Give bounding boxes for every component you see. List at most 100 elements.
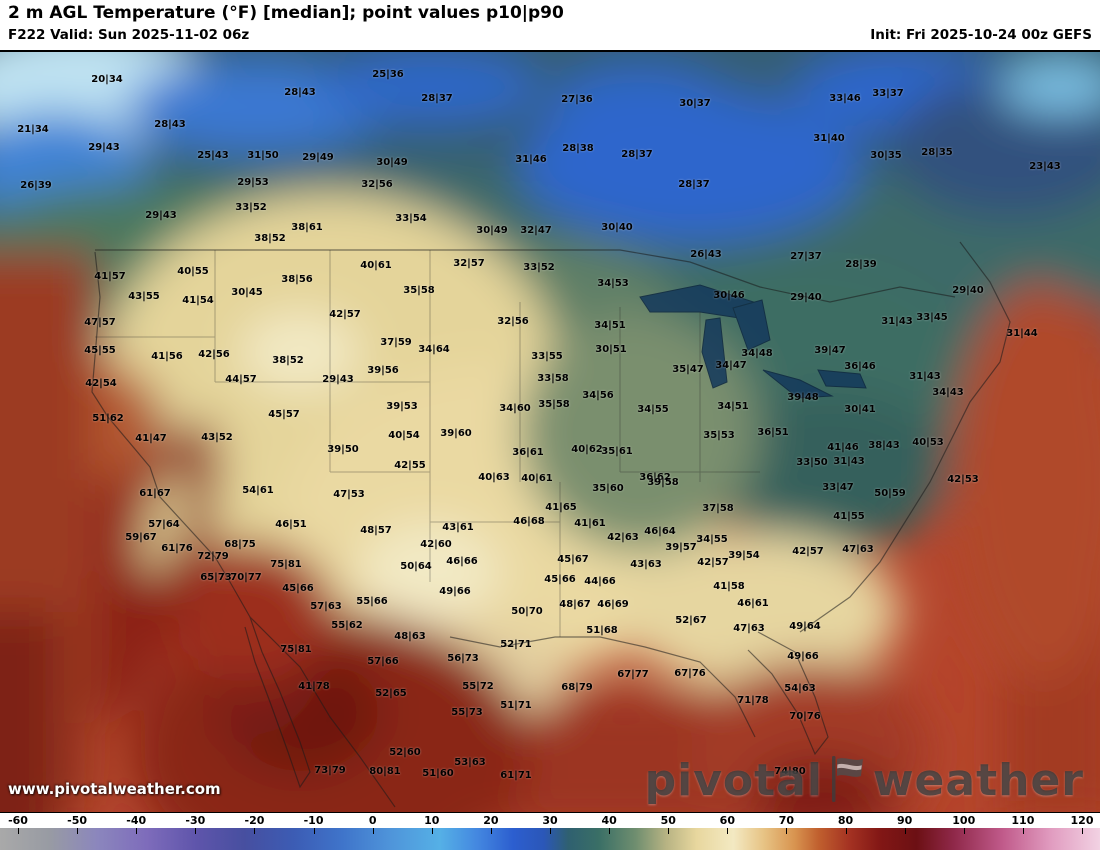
point-value: 41|46 (827, 442, 859, 453)
point-value: 35|53 (703, 430, 735, 441)
point-value: 35|47 (672, 364, 704, 375)
point-value: 41|55 (833, 511, 865, 522)
point-value: 51|71 (500, 700, 532, 711)
point-value: 31|43 (909, 371, 941, 382)
point-value: 41|61 (574, 518, 606, 529)
state-borders (95, 250, 760, 637)
point-value: 40|61 (521, 473, 553, 484)
point-value: 31|46 (515, 154, 547, 165)
point-value: 48|57 (360, 525, 392, 536)
point-value: 29|40 (790, 292, 822, 303)
point-value: 55|73 (451, 707, 483, 718)
colorbar-tick-label: 80 (837, 814, 854, 827)
colorbar-tick (1082, 828, 1083, 834)
colorbar-tick (18, 828, 19, 834)
point-value: 33|46 (829, 93, 861, 104)
point-value: 52|71 (500, 639, 532, 650)
point-value: 47|63 (842, 544, 874, 555)
point-value: 65|73 (200, 572, 232, 583)
point-value: 39|60 (440, 428, 472, 439)
point-value: 29|49 (302, 152, 334, 163)
point-value: 67|76 (674, 668, 706, 679)
map-header: 2 m AGL Temperature (°F) [median]; point… (0, 0, 1100, 52)
colorbar-tick (313, 828, 315, 834)
colorbar-tick-label: -40 (126, 814, 147, 827)
point-value: 57|64 (148, 519, 180, 530)
point-value: 33|52 (235, 202, 267, 213)
point-value: 55|66 (356, 596, 388, 607)
point-value: 42|55 (394, 460, 426, 471)
point-value: 28|35 (921, 147, 953, 158)
point-value: 43|63 (630, 559, 662, 570)
point-value: 39|56 (367, 365, 399, 376)
colorbar-gradient (0, 828, 1100, 850)
point-value: 40|54 (388, 430, 420, 441)
point-value: 38|56 (281, 274, 313, 285)
point-value: 42|56 (198, 349, 230, 360)
colorbar-tick (786, 828, 788, 834)
colorbar-tick (136, 828, 138, 834)
point-value: 30|40 (601, 222, 633, 233)
point-value: 47|57 (84, 317, 116, 328)
point-value: 70|77 (230, 572, 262, 583)
colorbar-tick-label: 90 (897, 814, 913, 827)
point-value: 37|59 (380, 337, 412, 348)
colorbar-tick-label: 20 (483, 814, 499, 827)
point-value: 43|52 (201, 432, 233, 443)
point-value: 42|57 (329, 309, 361, 320)
point-value: 33|52 (523, 262, 555, 273)
point-value: 28|37 (421, 93, 453, 104)
point-value: 23|43 (1029, 161, 1061, 172)
colorbar-tick (77, 828, 79, 834)
point-value: 34|55 (696, 534, 728, 545)
point-value: 50|70 (511, 606, 543, 617)
point-value: 39|54 (728, 550, 760, 561)
point-value: 40|61 (360, 260, 392, 271)
point-value: 49|64 (789, 621, 821, 632)
map-area: 20|34 28|43 25|36 28|37 27|36 30|37 33|46 33|37… (0, 52, 1100, 812)
point-value: 42|57 (697, 557, 729, 568)
point-value: 44|57 (225, 374, 257, 385)
point-value: 61|67 (139, 488, 171, 499)
point-value: 31|40 (813, 133, 845, 144)
colorbar-tick (431, 828, 433, 834)
point-value: 45|67 (557, 554, 589, 565)
point-value: 33|45 (916, 312, 948, 323)
colorbar-tick (963, 828, 965, 834)
point-value: 39|47 (814, 345, 846, 356)
point-value: 55|72 (462, 681, 494, 692)
point-value: 42|63 (607, 532, 639, 543)
point-value: 29|43 (145, 210, 177, 221)
point-value: 49|66 (787, 651, 819, 662)
colorbar-tick-label: 120 (1070, 814, 1094, 827)
point-value: 51|68 (586, 625, 618, 636)
map-title: 2 m AGL Temperature (°F) [median]; point… (8, 3, 564, 23)
point-value: 72|79 (197, 551, 229, 562)
colorbar-tick-label: -50 (67, 814, 88, 827)
point-value: 42|57 (792, 546, 824, 557)
point-value: 33|58 (537, 373, 569, 384)
point-value: 37|58 (702, 503, 734, 514)
point-value: 42|53 (947, 474, 979, 485)
brand-flag-icon (831, 756, 863, 802)
point-value: 40|53 (912, 437, 944, 448)
point-value: 30|51 (595, 344, 627, 355)
colorbar-tick-label: -30 (185, 814, 206, 827)
point-value: 32|57 (453, 258, 485, 269)
point-value: 50|64 (400, 561, 432, 572)
point-value: 46|69 (597, 599, 629, 610)
point-value: 38|61 (291, 222, 323, 233)
point-value: 41|47 (135, 433, 167, 444)
point-value: 54|63 (784, 683, 816, 694)
colorbar-tick-label: 70 (778, 814, 795, 827)
point-value: 47|63 (733, 623, 765, 634)
point-value: 29|40 (952, 285, 984, 296)
point-value: 39|58 (647, 477, 679, 488)
point-value: 31|50 (247, 150, 279, 161)
point-value: 57|63 (310, 601, 342, 612)
point-value: 27|37 (790, 251, 822, 262)
brand-word-left: pivotal (644, 755, 823, 806)
colorbar: -60 -50 -40 -30 -20 -10 0 10 20 30 40 50 60 70 80 90 100… (0, 812, 1100, 850)
point-value: 28|37 (678, 179, 710, 190)
